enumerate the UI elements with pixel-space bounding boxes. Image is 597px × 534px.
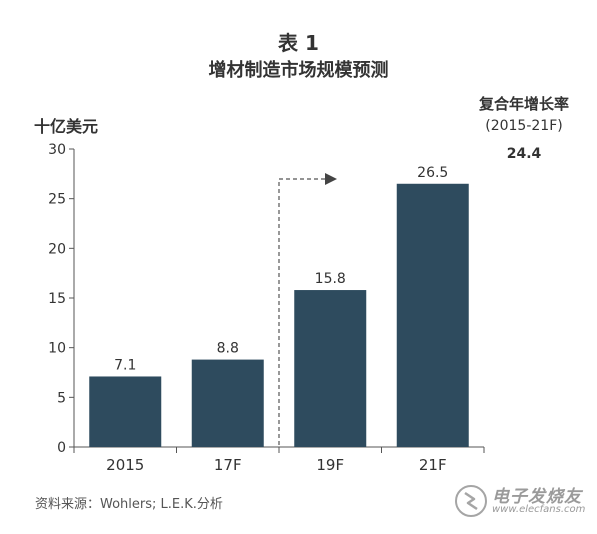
data-label: 26.5 (417, 165, 448, 181)
chart-title-block: 表 1 增材制造市场规模预测 (0, 30, 597, 84)
y-tick-label: 25 (48, 192, 66, 208)
cagr-label: 复合年增长率 (478, 95, 569, 113)
forecast-arrow-icon (325, 173, 337, 185)
data-label: 7.1 (114, 357, 136, 373)
cagr-value: 24.4 (506, 146, 542, 162)
watermark-url: www.elecfans.com (492, 504, 586, 515)
y-tick-label: 0 (57, 440, 66, 456)
y-axis-unit-label: 十亿美元 (34, 117, 99, 136)
source-note: 资料来源：Wohlers; L.E.K.分析 (35, 497, 223, 512)
chart-title: 表 1 (278, 31, 319, 55)
watermark-text: 电子发烧友 (492, 487, 582, 507)
x-tick-label: 21F (419, 456, 447, 474)
bar (191, 359, 264, 447)
bar (89, 376, 162, 447)
forecast-dashed-line (278, 178, 329, 445)
bar (294, 290, 367, 447)
y-tick-label: 20 (48, 241, 66, 257)
y-tick-label: 5 (57, 390, 66, 406)
cagr-period: (2015-21F) (485, 118, 563, 134)
y-tick-label: 10 (48, 341, 66, 357)
x-tick-label: 19F (316, 456, 344, 474)
chart-subtitle: 增材制造市场规模预测 (208, 60, 389, 81)
data-label: 15.8 (315, 271, 346, 287)
x-tick-label: 17F (214, 456, 242, 474)
bar (396, 183, 469, 447)
y-tick-label: 30 (48, 142, 66, 158)
y-tick-label: 15 (48, 291, 66, 307)
x-tick-label: 2015 (106, 456, 144, 474)
watermark-logo-icon (455, 485, 487, 517)
watermark: 电子发烧友 www.elecfans.com (450, 480, 590, 524)
data-label: 8.8 (217, 341, 239, 357)
